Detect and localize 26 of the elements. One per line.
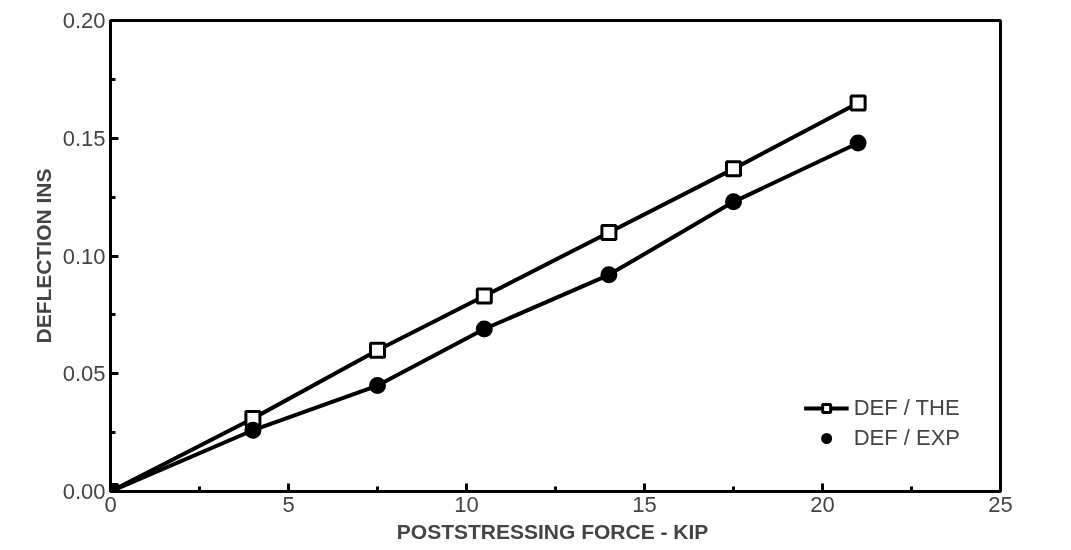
point	[725, 160, 742, 178]
point	[849, 134, 867, 152]
x-tick-label: 0	[104, 491, 117, 517]
point	[244, 421, 262, 439]
point	[849, 94, 867, 112]
point	[725, 193, 742, 211]
y-tick-label: 0.15	[62, 125, 106, 151]
x-axis-title: POSTSTRESSING FORCE - KIP	[396, 519, 709, 543]
x-tick-label: 5	[282, 491, 295, 517]
legend-label: DEF / EXP	[853, 425, 960, 451]
y-tick-label: 0.10	[62, 243, 106, 269]
point	[369, 377, 386, 395]
x-tick-label: 20	[810, 491, 835, 517]
x-tick-label: 15	[632, 491, 657, 517]
y-tick-label: 0.20	[62, 8, 106, 33]
x-tick-label: 10	[454, 491, 479, 517]
point	[475, 320, 493, 338]
y-tick-label: 0.05	[62, 361, 106, 387]
point	[475, 287, 493, 305]
point	[600, 223, 618, 241]
point	[600, 266, 618, 284]
x-tick-label: 25	[988, 491, 1013, 517]
y-tick-label: 0.00	[62, 479, 106, 504]
legend-label: DEF / THE	[853, 395, 960, 421]
y-axis-title: DEFLECTION INS	[31, 168, 55, 344]
point	[369, 341, 386, 359]
